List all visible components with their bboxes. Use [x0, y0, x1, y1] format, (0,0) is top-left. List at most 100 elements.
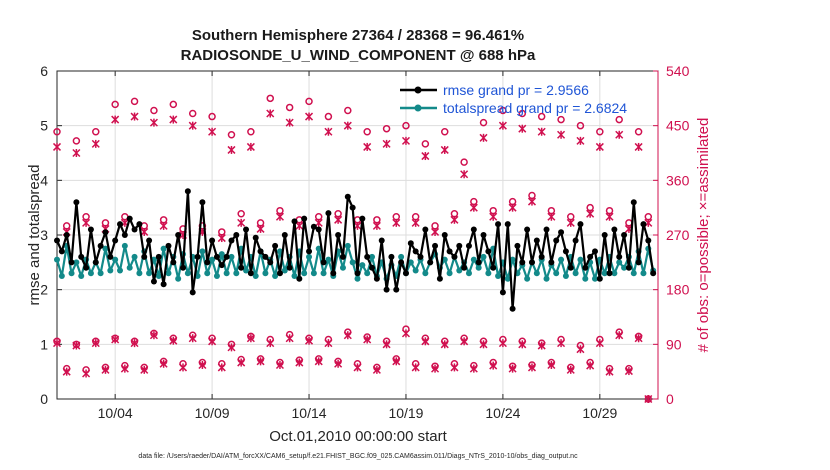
- obs-possible-point: [537, 112, 546, 121]
- obs-assimilated-point: [576, 345, 585, 354]
- rmse-point: [83, 264, 90, 271]
- totalspread-point: [577, 256, 584, 263]
- totalspread-point: [364, 270, 371, 277]
- rmse-point: [630, 199, 637, 206]
- rmse-point: [601, 232, 608, 238]
- totalspread-point: [209, 256, 216, 263]
- totalspread-point: [339, 264, 346, 271]
- rmse-point: [121, 232, 128, 238]
- rmse-point: [184, 188, 191, 195]
- obs-assimilated-point: [547, 212, 556, 221]
- totalspread-point: [320, 270, 327, 277]
- rmse-point: [359, 215, 366, 222]
- totalspread-point: [97, 270, 104, 277]
- totalspread-point: [543, 275, 550, 282]
- rmse-point: [490, 264, 497, 271]
- rmse-point: [281, 232, 288, 238]
- rmse-point: [495, 221, 502, 228]
- obs-possible-point: [53, 127, 61, 136]
- rmse-point: [369, 264, 376, 271]
- rmse-point: [180, 264, 187, 271]
- obs-assimilated-point: [401, 136, 410, 145]
- obs-assimilated-point: [198, 360, 207, 370]
- obs-assimilated-point: [421, 152, 430, 161]
- rmse-point: [131, 226, 138, 233]
- y-tick-label: 5: [40, 118, 48, 134]
- obs-possible-point: [266, 94, 275, 103]
- y-tick-label: 6: [40, 63, 48, 79]
- obs-assimilated-point: [489, 361, 498, 370]
- chart-title: Southern Hemisphere 27364 / 28368 = 96.4…: [192, 27, 524, 44]
- obs-possible-point: [596, 127, 604, 136]
- rmse-point: [582, 264, 589, 271]
- rmse-point: [107, 253, 114, 260]
- rmse-point: [456, 242, 463, 249]
- rmse-point: [276, 270, 283, 277]
- rmse-point: [485, 248, 492, 255]
- rmse-point: [553, 237, 560, 244]
- obs-assimilated-point: [566, 365, 575, 374]
- obs-assimilated-point: [450, 363, 459, 372]
- rmse-point: [422, 226, 429, 233]
- obs-possible-point: [479, 118, 488, 127]
- obs-possible-point: [227, 131, 236, 139]
- x-tick-label: 10/24: [485, 405, 520, 421]
- obs-possible-point: [130, 97, 139, 106]
- y-tick-label: 4: [40, 172, 48, 188]
- obs-assimilated-point: [324, 339, 333, 348]
- rmse-point: [126, 215, 133, 222]
- rmse-point: [97, 242, 104, 249]
- totalspread-point: [349, 259, 356, 266]
- totalspread-point: [301, 270, 308, 277]
- rmse-point: [378, 237, 385, 244]
- obs-assimilated-point: [595, 339, 604, 348]
- totalspread-point: [601, 270, 608, 277]
- totalspread-point: [485, 270, 492, 277]
- obs-assimilated-point: [227, 343, 236, 352]
- y-axis-label: rmse and totalspread: [26, 165, 43, 306]
- left-y-axis-ticks: 0 1 2 3 4 5 6: [40, 63, 62, 407]
- totalspread-point: [325, 256, 332, 263]
- obs-assimilated-point: [237, 358, 246, 367]
- obs-assimilated-point: [363, 142, 372, 151]
- obs-assimilated-point: [537, 341, 546, 350]
- obs-assimilated-point: [605, 212, 614, 221]
- obs-assimilated-point: [246, 334, 255, 343]
- right-y-tick-label: 180: [666, 282, 690, 298]
- obs-assimilated-point: [217, 363, 226, 372]
- totalspread-point: [175, 275, 182, 282]
- rmse-point: [68, 259, 75, 266]
- obs-assimilated-point: [634, 142, 643, 151]
- rmse-point: [645, 237, 652, 244]
- right-y-axis-ticks: 0 90 180 270 360 450 540: [653, 63, 690, 407]
- totalspread-point: [54, 256, 60, 263]
- legend-rmse-marker: [414, 86, 422, 94]
- totalspread-point: [310, 270, 317, 277]
- totalspread-point: [616, 259, 623, 266]
- obs-assimilated-point: [615, 130, 624, 139]
- obs-assimilated-point: [576, 136, 585, 145]
- obs-assimilated-point: [605, 367, 614, 376]
- obs-possible-point: [518, 109, 527, 118]
- rmse-point: [548, 259, 555, 266]
- rmse-point: [349, 204, 356, 211]
- obs-assimilated-point: [411, 363, 420, 372]
- totalspread-point: [228, 253, 235, 260]
- totalspread-point: [553, 270, 560, 277]
- rmse-point: [233, 232, 240, 238]
- rmse-point: [504, 221, 511, 228]
- obs-assimilated-point: [498, 121, 507, 130]
- obs-assimilated-point: [586, 361, 595, 370]
- right-y-axis-label: # of obs: o=possible; ×=assimilated: [695, 118, 712, 353]
- rmse-point: [306, 248, 313, 255]
- obs-assimilated-point: [431, 227, 440, 236]
- rmse-point: [558, 229, 565, 236]
- obs-assimilated-point: [188, 334, 197, 343]
- obs-possible-point: [208, 112, 216, 121]
- rmse-point: [562, 248, 569, 255]
- rmse-point: [572, 237, 579, 244]
- rmse-point: [577, 221, 584, 228]
- rmse-point: [470, 226, 477, 233]
- totalspread-point: [306, 253, 313, 260]
- obs-assimilated-point: [72, 148, 81, 158]
